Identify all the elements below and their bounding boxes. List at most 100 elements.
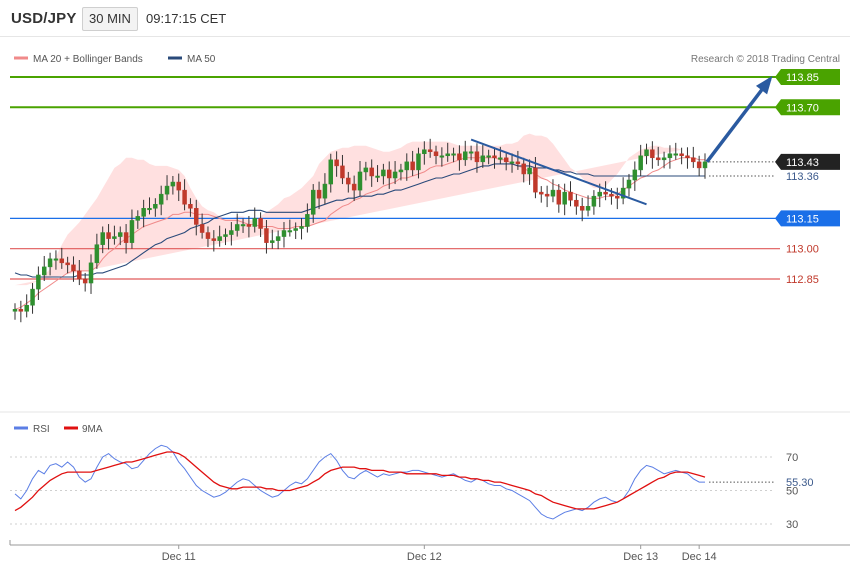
candle-body-17 bbox=[112, 236, 117, 239]
candle-body-111 bbox=[661, 157, 667, 161]
candle-body-96 bbox=[574, 199, 579, 207]
x-tick-label-0: Dec 11 bbox=[162, 551, 196, 563]
rsi-plot: 70 50 30 55.30 bbox=[10, 444, 814, 531]
candle-body-73 bbox=[439, 155, 445, 158]
candle-body-68 bbox=[410, 161, 415, 171]
candle-body-69 bbox=[416, 153, 421, 171]
time-label: 09:17:15 CET bbox=[146, 11, 227, 26]
candle-body-21 bbox=[135, 216, 141, 221]
candle-body-9 bbox=[65, 262, 70, 266]
level-label-bg-0 bbox=[775, 69, 840, 85]
candle-body-41 bbox=[252, 218, 257, 227]
candle-body-61 bbox=[369, 167, 374, 177]
candle-body-33 bbox=[205, 232, 211, 239]
candle-body-93 bbox=[556, 189, 562, 205]
candle-body-98 bbox=[585, 206, 591, 211]
candle-body-70 bbox=[422, 149, 427, 155]
candle-body-80 bbox=[480, 155, 486, 163]
level-label-p1: 113.36 bbox=[786, 171, 819, 183]
candle-body-91 bbox=[544, 193, 550, 197]
candle-body-12 bbox=[82, 278, 88, 284]
level-labels: 113.85 113.70 113.15 113.00 112.85 113.43 113.… bbox=[775, 69, 840, 286]
candle-body-5 bbox=[41, 266, 47, 276]
candle-body-79 bbox=[474, 151, 480, 163]
candle-body-92 bbox=[550, 189, 556, 197]
level-label-2: 113.15 bbox=[775, 210, 840, 227]
candle-body-107 bbox=[638, 155, 643, 171]
candle-body-40 bbox=[246, 224, 252, 227]
level-label-bg-p0 bbox=[775, 153, 840, 170]
chart-header: USD/JPY 30 MIN 09:17:15 CET bbox=[0, 0, 850, 37]
level-label-text-p0: 113.43 bbox=[786, 157, 819, 169]
x-tick-label-3: Dec 14 bbox=[682, 551, 717, 563]
rsi-series-0 bbox=[14, 444, 705, 520]
projection-arrow-shaft bbox=[705, 77, 772, 163]
projection-arrow-head bbox=[755, 75, 773, 95]
candle-body-76 bbox=[457, 153, 462, 161]
candle-body-66 bbox=[398, 169, 404, 173]
level-label-text-p1: 113.36 bbox=[786, 171, 819, 183]
candle-body-118 bbox=[702, 161, 708, 169]
candle-body-65 bbox=[392, 171, 398, 179]
candle-body-83 bbox=[498, 157, 503, 160]
candle-body-85 bbox=[509, 161, 515, 164]
candle-body-29 bbox=[182, 189, 187, 205]
candle-body-109 bbox=[650, 149, 655, 159]
candle-body-2 bbox=[24, 305, 29, 312]
candle-body-106 bbox=[632, 169, 638, 181]
candle-body-81 bbox=[486, 155, 491, 158]
candle-body-108 bbox=[644, 149, 649, 157]
candle-body-75 bbox=[451, 153, 456, 156]
candle-body-94 bbox=[562, 191, 567, 205]
candle-body-11 bbox=[77, 270, 82, 280]
level-label-bg-2 bbox=[775, 210, 840, 227]
candle-body-53 bbox=[322, 183, 328, 199]
candle-body-99 bbox=[591, 195, 597, 207]
main-plot bbox=[10, 75, 780, 323]
candle-body-1 bbox=[18, 309, 24, 312]
candle-body-59 bbox=[357, 171, 363, 191]
candle-body-0 bbox=[12, 309, 18, 312]
level-label-text-4: 112.85 bbox=[786, 274, 819, 286]
candle-body-55 bbox=[334, 159, 339, 167]
level-label-text-2: 113.15 bbox=[786, 213, 819, 225]
candle-body-64 bbox=[386, 169, 392, 179]
candle-body-54 bbox=[328, 159, 334, 185]
candle-body-116 bbox=[691, 157, 696, 163]
candle-body-110 bbox=[655, 157, 661, 161]
level-label-0: 113.85 bbox=[775, 69, 840, 85]
level-label-bg-1 bbox=[775, 99, 840, 116]
timeframe-button[interactable]: 30 MIN bbox=[82, 7, 138, 31]
candle-body-38 bbox=[234, 224, 240, 231]
candle-body-71 bbox=[427, 149, 433, 152]
level-label-4: 112.85 bbox=[786, 274, 819, 286]
candle-body-35 bbox=[217, 236, 222, 241]
candle-body-82 bbox=[492, 155, 497, 159]
candle-body-63 bbox=[381, 169, 386, 177]
candle-body-45 bbox=[275, 236, 281, 241]
candle-body-44 bbox=[270, 240, 275, 243]
rsi-tick-0: 70 bbox=[786, 452, 798, 464]
candle-body-74 bbox=[445, 153, 450, 157]
candle-body-4 bbox=[36, 274, 41, 290]
candle-body-22 bbox=[141, 208, 146, 217]
candle-body-10 bbox=[71, 264, 76, 272]
candle-body-52 bbox=[316, 189, 322, 199]
level-label-3: 113.00 bbox=[786, 244, 819, 256]
candle-body-105 bbox=[626, 179, 632, 189]
candle-body-67 bbox=[404, 161, 410, 171]
level-label-1: 113.70 bbox=[775, 99, 840, 116]
ma-line-1 bbox=[14, 163, 705, 278]
candle-body-20 bbox=[129, 220, 135, 243]
candle-body-51 bbox=[310, 189, 316, 215]
candle-body-25 bbox=[158, 193, 164, 205]
candle-body-47 bbox=[287, 230, 293, 233]
candle-body-31 bbox=[194, 208, 199, 225]
candle-body-113 bbox=[673, 153, 679, 156]
candle-body-56 bbox=[340, 165, 345, 179]
candle-body-103 bbox=[615, 195, 620, 199]
candle-body-78 bbox=[468, 151, 474, 154]
candle-body-6 bbox=[47, 258, 53, 268]
